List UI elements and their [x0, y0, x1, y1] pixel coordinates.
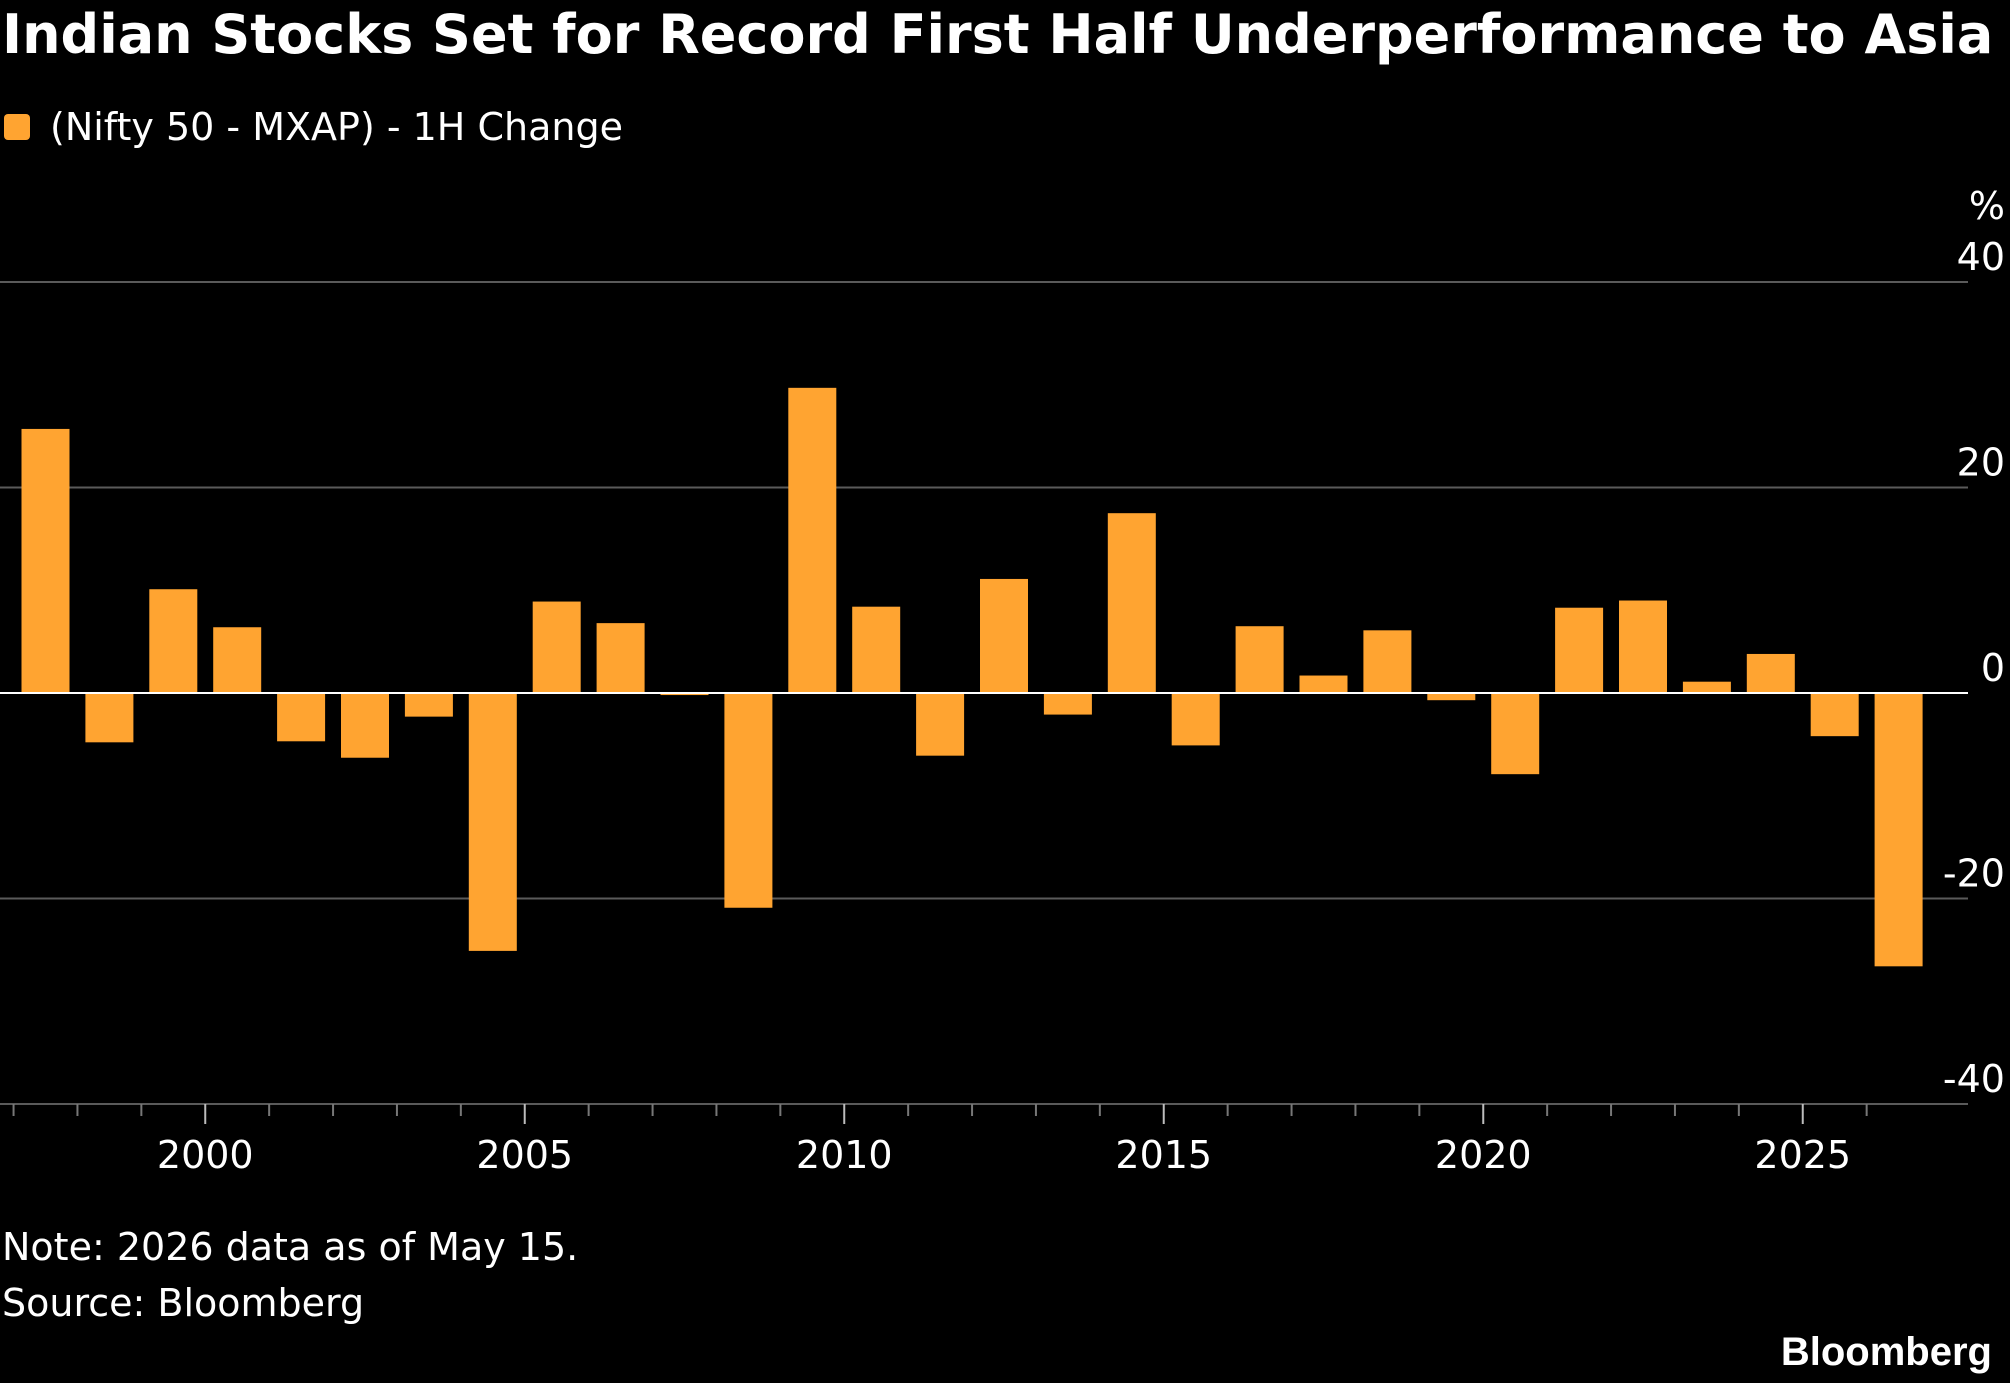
legend: (Nifty 50 - MXAP) - 1H Change: [4, 100, 623, 154]
y-tick-label: 20: [1957, 441, 2005, 485]
bar-2010: [852, 606, 901, 693]
bar-2007: [660, 693, 709, 696]
bar-2017: [1299, 675, 1348, 693]
bar-1997: [21, 428, 70, 693]
bloomberg-logo: Bloomberg: [1780, 1330, 1992, 1374]
bar-2006: [596, 623, 645, 693]
y-tick-label: -40: [1943, 1057, 2005, 1101]
x-tick-label: 2010: [796, 1133, 893, 1177]
x-tick-label: 2000: [157, 1133, 254, 1177]
bar-2003: [404, 693, 453, 717]
bar-2005: [532, 601, 581, 693]
chart-title: Indian Stocks Set for Record First Half …: [2, 3, 1994, 66]
bars: [21, 387, 1923, 967]
bar-2020: [1491, 693, 1540, 775]
bar-2024: [1746, 653, 1795, 693]
bar-2001: [277, 693, 326, 742]
bar-1998: [85, 693, 134, 743]
bar-2013: [1043, 693, 1092, 715]
bar-2018: [1363, 630, 1412, 693]
bar-1999: [149, 589, 198, 693]
bar-2012: [980, 578, 1028, 693]
bar-2021: [1555, 607, 1604, 693]
legend-label: (Nifty 50 - MXAP) - 1H Change: [50, 105, 623, 149]
bar-2002: [341, 693, 389, 758]
bar-2016: [1235, 626, 1284, 693]
bar-2014: [1107, 513, 1156, 693]
y-tick-label: 40: [1957, 235, 2005, 279]
x-tick-label: 2005: [476, 1133, 573, 1177]
bar-2022: [1619, 600, 1667, 693]
axes: 40 20 0 -20 -40 2000 2005 2010 2015 2020 2025: [0, 235, 2005, 1177]
x-tick-label: 2025: [1754, 1133, 1851, 1177]
bar-2019: [1427, 693, 1476, 701]
bar-2023: [1682, 681, 1731, 693]
y-axis-unit-label: %: [1969, 184, 2005, 228]
bar-2011: [916, 693, 965, 756]
bar-2008: [724, 693, 773, 908]
bar-2026: [1874, 693, 1923, 967]
bar-2004: [468, 693, 517, 951]
bar-2015: [1171, 693, 1220, 746]
bar-2009: [788, 387, 837, 693]
y-tick-label: 0: [1981, 646, 2005, 690]
x-tick-label: 2020: [1435, 1133, 1532, 1177]
y-tick-label: -20: [1943, 852, 2005, 896]
legend-swatch: [4, 114, 30, 140]
bar-2025: [1810, 693, 1859, 737]
bar-2000: [213, 627, 262, 693]
footnote: Note: 2026 data as of May 15.: [2, 1225, 579, 1269]
x-tick-label: 2015: [1115, 1133, 1212, 1177]
source-note: Source: Bloomberg: [2, 1281, 365, 1325]
